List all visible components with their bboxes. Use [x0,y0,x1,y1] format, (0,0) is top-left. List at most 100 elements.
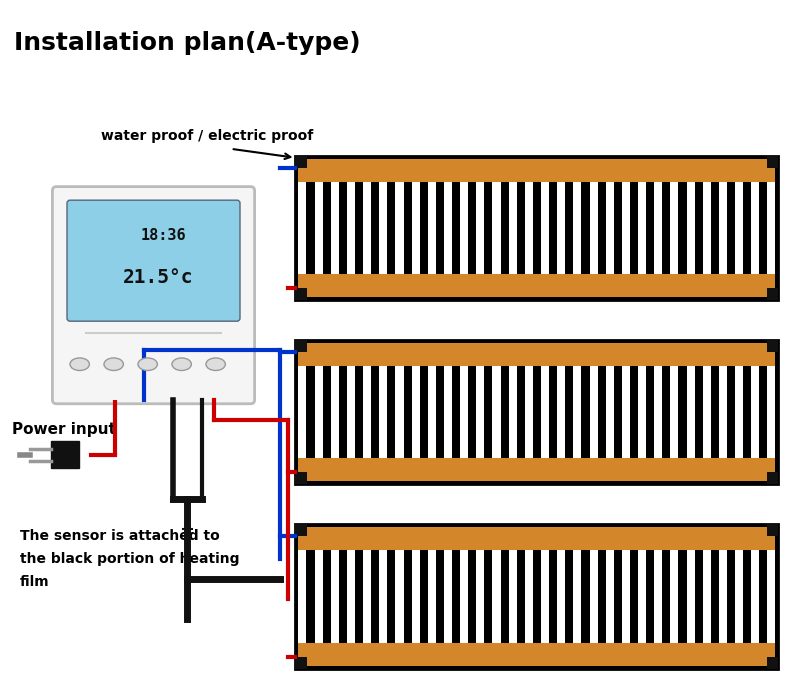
Bar [574,182,582,274]
Bar [347,182,355,274]
Bar [295,473,307,484]
Text: The sensor is attached to
the black portion of heating
film: The sensor is attached to the black port… [19,529,239,589]
Bar [509,366,517,458]
Text: Power input: Power input [11,422,115,437]
Bar [330,366,339,458]
Bar [574,550,582,643]
Bar [395,182,403,274]
Bar [638,366,646,458]
Bar [298,643,775,665]
Bar [295,156,307,167]
Bar [574,366,582,458]
Bar [395,550,403,643]
Bar [638,182,646,274]
Bar [766,473,778,484]
Bar [444,550,452,643]
Bar [295,340,307,352]
Bar [525,550,533,643]
Bar [719,366,727,458]
Bar [525,182,533,274]
Bar [622,550,630,643]
Bar [314,366,322,458]
Bar [670,550,678,643]
Bar [347,366,355,458]
Bar [493,550,501,643]
Bar [767,182,775,274]
Bar [428,182,436,274]
FancyBboxPatch shape [67,200,240,321]
Bar [719,182,727,274]
Bar [330,182,339,274]
Text: 21.5°c: 21.5°c [123,268,194,287]
Bar [686,366,694,458]
Bar [363,550,371,643]
Bar [412,182,420,274]
Ellipse shape [70,358,90,370]
Bar [395,366,403,458]
Bar [444,182,452,274]
Bar [606,182,614,274]
Bar [295,288,307,300]
Bar [298,550,306,643]
Bar [298,366,306,458]
Bar [751,366,759,458]
Bar [686,182,694,274]
Bar [751,550,759,643]
Bar [719,550,727,643]
Bar [314,182,322,274]
Bar [606,366,614,458]
Bar [702,182,710,274]
Bar [702,366,710,458]
Bar [476,366,484,458]
Bar [444,366,452,458]
Text: 18:36: 18:36 [141,228,186,243]
Bar [525,366,533,458]
Bar [476,550,484,643]
Bar [766,657,778,669]
Bar [51,440,79,469]
Bar [493,366,501,458]
Bar [509,550,517,643]
Bar [766,524,778,536]
Bar [363,366,371,458]
Bar [379,550,387,643]
Bar [654,366,662,458]
Bar [460,550,468,643]
Bar [298,158,775,182]
Bar [557,366,566,458]
Bar [295,524,778,669]
Bar [379,182,387,274]
Bar [347,550,355,643]
Bar [379,366,387,458]
Bar [295,657,307,669]
Bar [460,366,468,458]
Bar [363,182,371,274]
Bar [670,366,678,458]
Bar [735,550,743,643]
Bar [295,524,307,536]
Bar [702,550,710,643]
Bar [590,550,598,643]
Bar [735,366,743,458]
FancyBboxPatch shape [53,187,254,404]
Text: Installation plan(A-type): Installation plan(A-type) [14,32,360,56]
Bar [541,366,549,458]
Bar [298,528,775,550]
Bar [766,340,778,352]
Ellipse shape [172,358,191,370]
Bar [557,550,566,643]
Bar [557,182,566,274]
Bar [428,366,436,458]
Bar [330,550,339,643]
Bar [476,182,484,274]
Bar [686,550,694,643]
Ellipse shape [104,358,123,370]
Bar [295,156,778,300]
Bar [412,366,420,458]
Ellipse shape [206,358,226,370]
Bar [541,182,549,274]
Bar [298,458,775,482]
Bar [606,550,614,643]
Bar [493,182,501,274]
Bar [654,182,662,274]
